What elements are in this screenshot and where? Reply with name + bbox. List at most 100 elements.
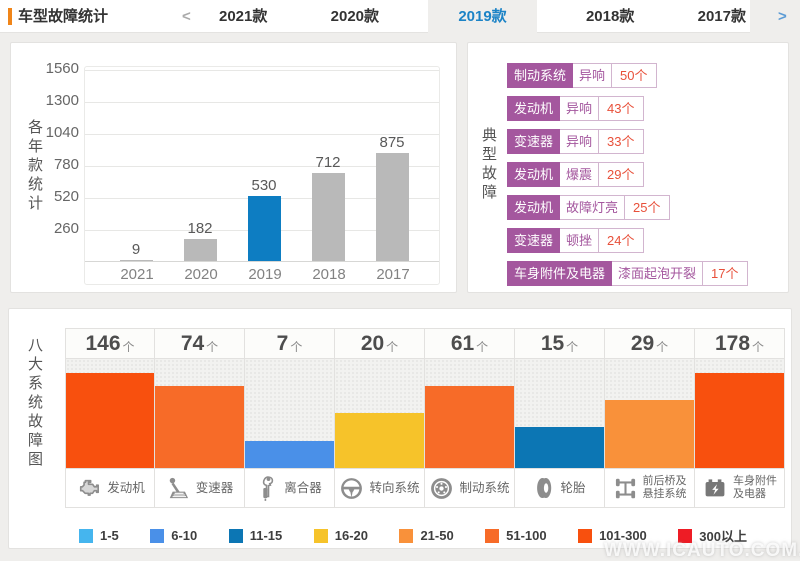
legend-swatch (228, 528, 243, 543)
year-bar (376, 153, 409, 261)
clutch-pedal-icon (257, 475, 279, 502)
fault-count: 25个 (624, 195, 670, 220)
system-count-cell: 7 个 (244, 328, 335, 359)
fault-count: 17个 (702, 261, 748, 286)
fault-type-label: 顿挫 (560, 228, 600, 253)
steering-wheel-icon (339, 476, 364, 501)
year-bar (184, 239, 217, 261)
y-axis-tick-label: 1300 (45, 92, 79, 109)
system-name-label: 前后桥及 悬挂系统 (642, 475, 687, 500)
system-name-label: 发动机 (107, 480, 145, 495)
typical-fault-item: 变速器 异响 33个 (507, 129, 748, 154)
brake-disc-icon (429, 476, 454, 501)
system-bar-cell (65, 358, 155, 469)
legend-item: 16-20 (313, 526, 368, 545)
systems-chart-label: 八大系统故障图 (26, 337, 43, 470)
legend-swatch (678, 528, 693, 543)
fault-count: 50个 (611, 63, 657, 88)
legend-swatch (399, 528, 414, 543)
bar-value-label: 875 (379, 134, 405, 151)
legend-item: 51-100 (485, 526, 547, 545)
system-name-label: 变速器 (195, 480, 234, 495)
tab-model-year[interactable]: 2020款 (330, 8, 380, 25)
fault-type-label: 异响 (560, 96, 600, 121)
system-label-cell: 变速器 (154, 468, 245, 508)
system-bar-cell (604, 358, 695, 469)
legend-swatch (313, 528, 328, 543)
system-bar-cell (514, 358, 605, 469)
system-count-value: 74 (180, 331, 205, 355)
fault-count: 24个 (598, 228, 644, 253)
legend-range-label: 51-100 (506, 528, 547, 543)
typical-fault-item: 发动机 故障灯亮 25个 (507, 195, 748, 220)
system-name-label: 轮胎 (560, 480, 586, 495)
system-counts-row: 146 个 74 个 7 个 20 个 61 个 15 个 29 个 178 个 (65, 328, 787, 359)
fault-count: 43个 (598, 96, 644, 121)
system-labels-row: 发动机 变速器 离合器 转向系统 制动系统 轮胎 前后桥及 悬挂系统 车身附件 及电… (65, 468, 787, 508)
year-bar (248, 196, 281, 261)
title-accent-bar (8, 8, 12, 25)
model-year-tabbar: 车型故障统计 < 2021款 2020款 2019款 2018款 2017款 > (0, 0, 787, 33)
system-bar-cell (334, 358, 425, 469)
typical-faults-panel: 典型故障 制动系统 异响 50个 发动机 异响 43个 变速器 异响 33个 发… (467, 42, 789, 293)
system-count-cell: 20 个 (334, 328, 425, 359)
fault-type-label: 异响 (573, 63, 613, 88)
system-count-cell: 29 个 (604, 328, 695, 359)
system-bar (695, 373, 784, 468)
system-bar (155, 386, 244, 468)
engine-icon (75, 477, 102, 500)
y-axis-tick-label: 1560 (45, 60, 79, 77)
typical-fault-item: 变速器 顿挫 24个 (507, 228, 748, 253)
system-bar (425, 386, 514, 468)
tab-model-year[interactable]: 2018款 (585, 8, 635, 25)
tab-model-year[interactable]: 2019款 (428, 0, 537, 33)
bar-value-label: 530 (251, 177, 277, 194)
system-bar (515, 427, 604, 468)
system-bar (66, 373, 154, 468)
bar-value-label: 182 (187, 220, 213, 237)
typical-fault-item: 发动机 爆震 29个 (507, 162, 748, 187)
system-count-cell: 61 个 (424, 328, 515, 359)
system-label-cell: 离合器 (244, 468, 335, 508)
legend-range-label: 6-10 (171, 528, 198, 543)
legend-item: 6-10 (150, 526, 197, 545)
system-count-value: 20 (360, 331, 385, 355)
legend-item: 11-15 (228, 526, 283, 545)
fault-type-label: 故障灯亮 (560, 195, 626, 220)
system-count-unit: 个 (656, 339, 669, 354)
legend-range-label: 101-300 (599, 528, 647, 543)
tab-model-year[interactable]: 2021款 (219, 8, 268, 25)
fault-system-chip: 变速器 (507, 228, 561, 253)
y-axis-tick-label: 520 (53, 188, 79, 205)
system-name-label: 离合器 (284, 480, 322, 495)
system-count-cell: 15 个 (514, 328, 605, 359)
bar-value-label: 712 (315, 154, 341, 171)
system-count-cell: 74 个 (154, 328, 245, 359)
fault-type-label: 爆震 (560, 162, 600, 187)
system-label-cell: 轮胎 (514, 468, 605, 508)
fault-system-chip: 发动机 (507, 195, 561, 220)
tab-model-year[interactable]: 2017款 (697, 8, 746, 25)
y-axis-tick-label: 260 (53, 220, 79, 237)
system-bar (245, 441, 334, 468)
x-axis-category-label: 2020 (184, 266, 218, 283)
system-bar-cell (424, 358, 515, 469)
system-label-cell: 车身附件 及电器 (694, 468, 785, 508)
legend-range-label: 1-5 (100, 528, 119, 543)
legend-range-label: 11-15 (249, 528, 283, 543)
fault-system-chip: 制动系统 (507, 63, 574, 88)
legend-item: 1-5 (79, 526, 119, 545)
system-bar (605, 400, 694, 468)
legend-range-label: 300以上 (699, 529, 747, 544)
next-years-arrow[interactable]: > (778, 8, 787, 25)
system-count-value: 15 (540, 331, 565, 355)
yearly-fault-chart-panel: 各年款统计 260 520 780 1040 1300 1560 9 182 530 712 87… (10, 42, 457, 293)
year-bar (120, 260, 153, 261)
system-name-label: 转向系统 (369, 480, 420, 495)
legend-swatch (485, 528, 500, 543)
legend-swatch (150, 528, 165, 543)
system-count-cell: 146 个 (65, 328, 155, 359)
prev-years-arrow[interactable]: < (182, 8, 191, 25)
tire-icon (533, 475, 555, 501)
